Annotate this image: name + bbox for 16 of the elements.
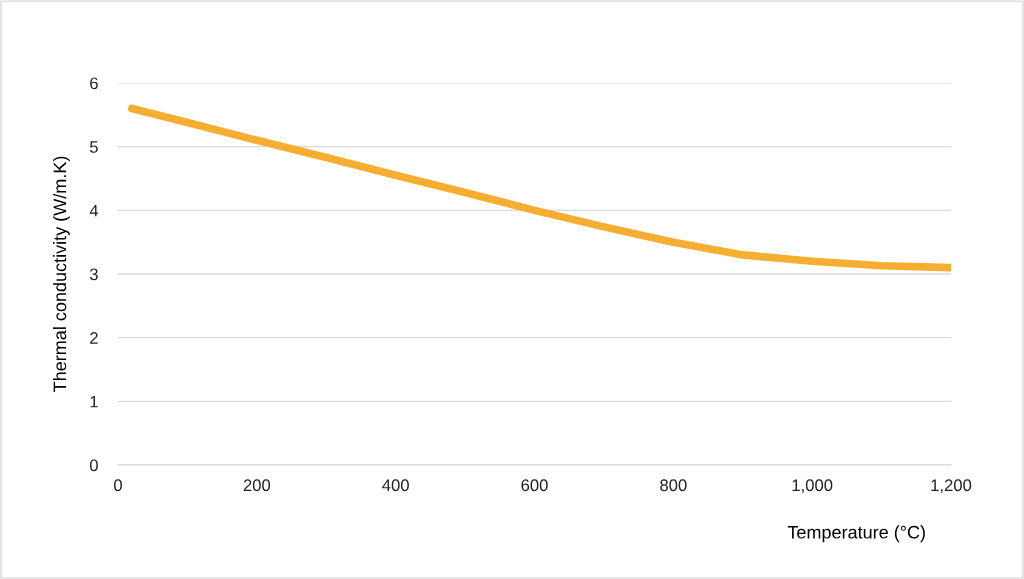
x-tick-label: 200 [243,479,271,492]
y-tick-label: 2 [90,332,98,344]
x-tick-label: 800 [660,479,687,492]
y-tick-label: 1 [90,395,98,408]
y-tick-label: 0 [89,459,98,472]
x-tick-label: 0 [114,479,122,492]
x-tick-label: 400 [382,479,409,492]
y-tick-label: 3 [89,268,98,281]
x-axis-title: Temperature (°C) [787,525,925,543]
y-axis-title: Thermal conductivity (W/m.K) [53,156,70,392]
x-tick-label: 1,000 [792,479,833,494]
y-tick-label: 4 [89,204,99,217]
y-tick-label: 6 [90,77,98,90]
y-tick-label: 5 [89,141,98,153]
x-tick-label: 1,200 [931,479,972,494]
x-tick-label: 600 [521,479,548,492]
